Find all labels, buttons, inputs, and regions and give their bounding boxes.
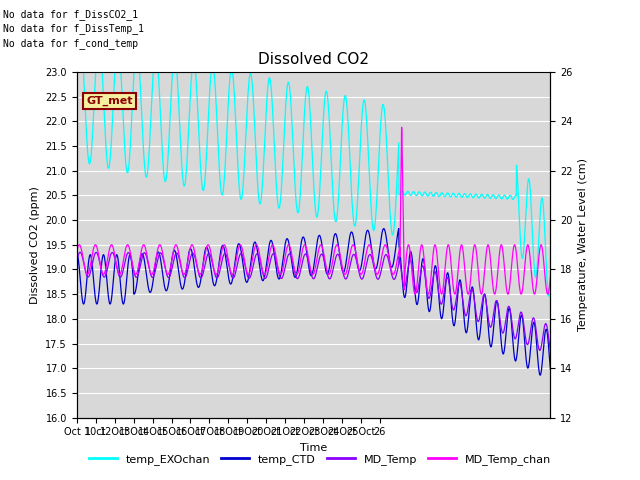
Legend: temp_EXOchan, temp_CTD, MD_Temp, MD_Temp_chan: temp_EXOchan, temp_CTD, MD_Temp, MD_Temp… — [84, 450, 556, 469]
X-axis label: Time: Time — [300, 443, 327, 453]
Text: No data for f_DissTemp_1: No data for f_DissTemp_1 — [3, 23, 144, 34]
Title: Dissolved CO2: Dissolved CO2 — [258, 52, 369, 67]
Y-axis label: Temperature, Water Level (cm): Temperature, Water Level (cm) — [578, 158, 588, 331]
Text: No data for f_cond_temp: No data for f_cond_temp — [3, 37, 138, 48]
Y-axis label: Dissolved CO2 (ppm): Dissolved CO2 (ppm) — [30, 186, 40, 304]
Text: No data for f_DissCO2_1: No data for f_DissCO2_1 — [3, 9, 138, 20]
Text: GT_met: GT_met — [86, 96, 132, 107]
